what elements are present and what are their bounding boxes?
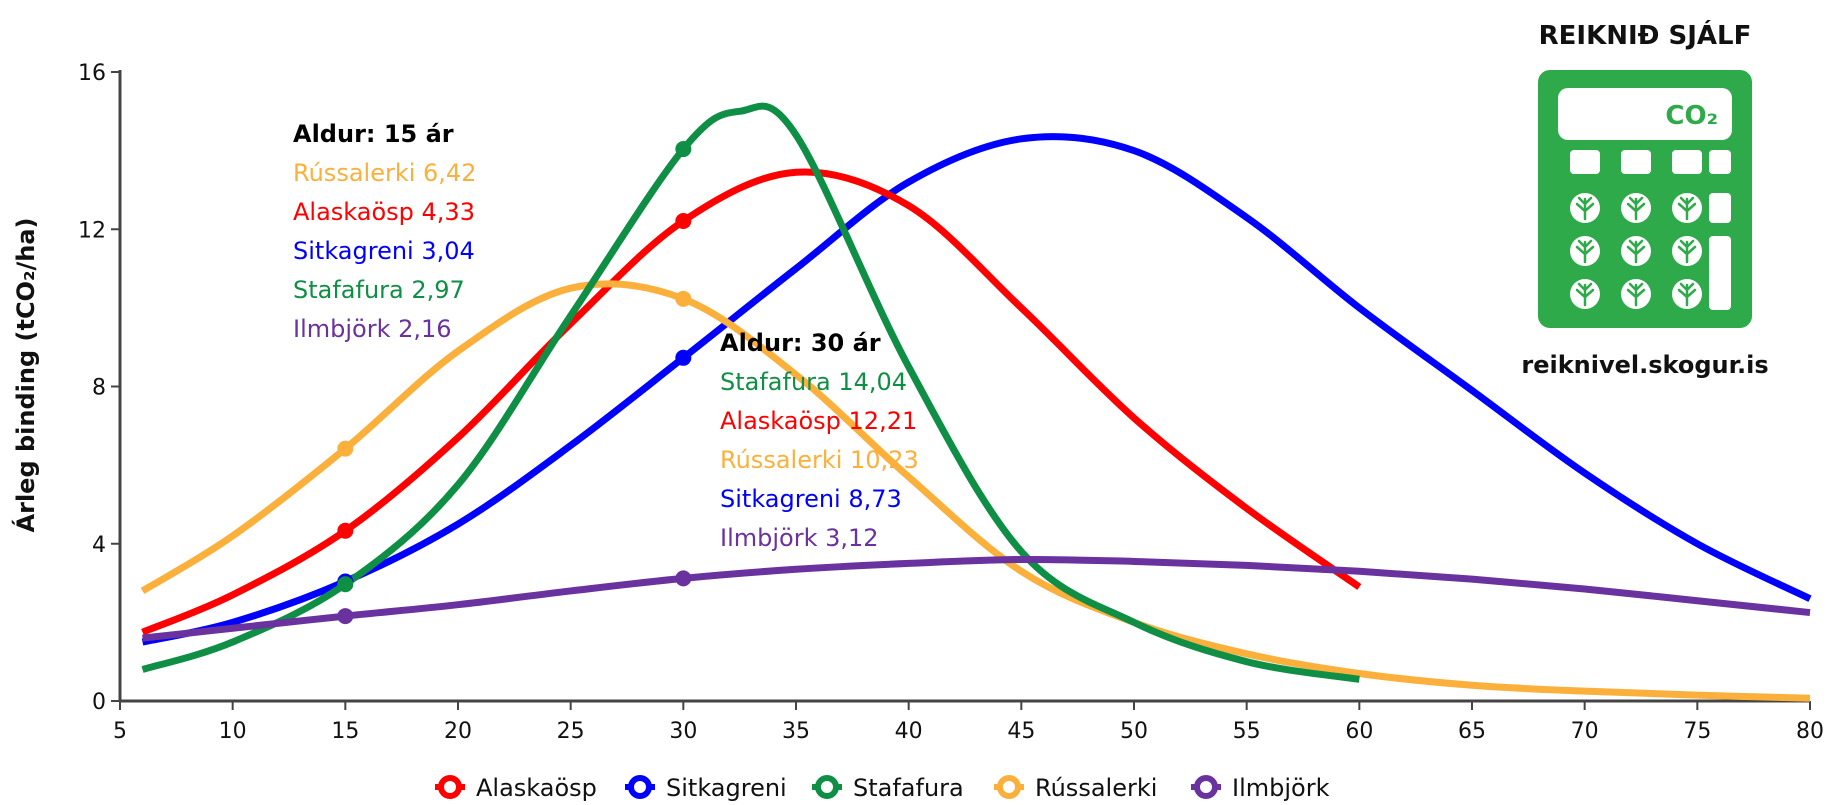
x-tick-label: 80 <box>1796 719 1824 744</box>
legend-marker <box>628 775 652 799</box>
x-tick-label: 55 <box>1233 719 1261 744</box>
annotation-heading: Aldur: 15 ár <box>293 120 454 148</box>
annotation-value: Ilmbjörk 2,16 <box>293 315 452 343</box>
data-point <box>337 440 354 457</box>
calculator-widget[interactable]: REIKNIÐ SJÁLF CO₂ reiknivel.skogur.is <box>1521 19 1768 379</box>
annotation-value: Stafafura 2,97 <box>293 276 465 304</box>
legend-item-rússalerki[interactable]: Rússalerki <box>994 774 1157 802</box>
x-tick-label: 15 <box>331 719 359 744</box>
annotation-value: Alaskaösp 12,21 <box>720 407 917 435</box>
data-point <box>675 349 692 366</box>
y-tick-label: 8 <box>92 376 106 401</box>
data-point <box>337 608 354 625</box>
legend-label: Stafafura <box>853 774 964 802</box>
x-tick-label: 60 <box>1345 719 1373 744</box>
calculator-icon: CO₂ <box>1538 70 1752 328</box>
axes: 5 10 15 20 25 30 35 40 45 50 55 60 65 70 75 80 0 4 8 12 16 <box>78 61 1824 744</box>
x-tick-label: 75 <box>1683 719 1711 744</box>
x-tick-label: 50 <box>1120 719 1148 744</box>
y-tick-label: 16 <box>78 61 106 86</box>
x-tick-label: 5 <box>113 719 127 744</box>
annotation-value: Rússalerki 10,23 <box>720 446 919 474</box>
legend-item-alaskaösp[interactable]: Alaskaösp <box>435 774 597 802</box>
legend-label: Ilmbjörk <box>1232 774 1330 802</box>
x-tick-label: 30 <box>669 719 697 744</box>
data-point <box>675 290 692 307</box>
legend-marker <box>997 775 1021 799</box>
calculator-title: REIKNIÐ SJÁLF <box>1539 19 1752 51</box>
legend-item-stafafura[interactable]: Stafafura <box>812 774 964 802</box>
y-tick-label: 12 <box>78 218 106 243</box>
annotation-value: Rússalerki 6,42 <box>293 159 476 187</box>
calculator-display: CO₂ <box>1665 101 1718 131</box>
annotation-value: Sitkagreni 3,04 <box>293 237 475 265</box>
legend-item-sitkagreni[interactable]: Sitkagreni <box>625 774 787 802</box>
annotation-value: Ilmbjörk 3,12 <box>720 524 879 552</box>
annotation-value: Stafafura 14,04 <box>720 368 907 396</box>
marker-layer <box>337 141 692 625</box>
series-line-rússalerki <box>140 280 1811 702</box>
x-tick-label: 35 <box>782 719 810 744</box>
x-tick-label: 40 <box>895 719 923 744</box>
y-axis-label: Árleg binding (tCO₂/ha) <box>11 218 40 533</box>
legend-item-ilmbjörk[interactable]: Ilmbjörk <box>1191 774 1330 802</box>
data-point <box>675 570 692 587</box>
legend-marker <box>1194 775 1218 799</box>
x-tick-label: 25 <box>557 719 585 744</box>
data-point <box>675 141 692 158</box>
calculator-url[interactable]: reiknivel.skogur.is <box>1521 351 1768 379</box>
legend-label: Sitkagreni <box>666 774 787 802</box>
series-line-ilmbjörk <box>142 555 1811 642</box>
legend-label: Rússalerki <box>1035 774 1157 802</box>
x-tick-label: 20 <box>444 719 472 744</box>
series-line-sitkagreni <box>141 133 1812 646</box>
legend: Alaskaösp Sitkagreni Stafafura Rússalerki Il… <box>435 774 1330 802</box>
data-point <box>675 212 692 229</box>
annotation-layer: Aldur: 15 ár Rússalerki 6,42 Alaskaösp 4,3… <box>293 120 919 552</box>
annotation-value: Alaskaösp 4,33 <box>293 198 475 226</box>
annotation-value: Sitkagreni 8,73 <box>720 485 902 513</box>
x-tick-label: 70 <box>1571 719 1599 744</box>
series-line-stafafura <box>141 102 1360 683</box>
data-point <box>337 522 354 539</box>
legend-marker <box>438 775 462 799</box>
x-tick-label: 10 <box>219 719 247 744</box>
x-tick-label: 45 <box>1007 719 1035 744</box>
data-point <box>337 576 354 593</box>
x-tick-label: 65 <box>1458 719 1486 744</box>
annotation-heading: Aldur: 30 ár <box>720 329 881 357</box>
legend-label: Alaskaösp <box>476 774 597 802</box>
y-tick-label: 4 <box>92 533 106 558</box>
y-tick-label: 0 <box>92 690 106 715</box>
legend-marker <box>815 775 839 799</box>
